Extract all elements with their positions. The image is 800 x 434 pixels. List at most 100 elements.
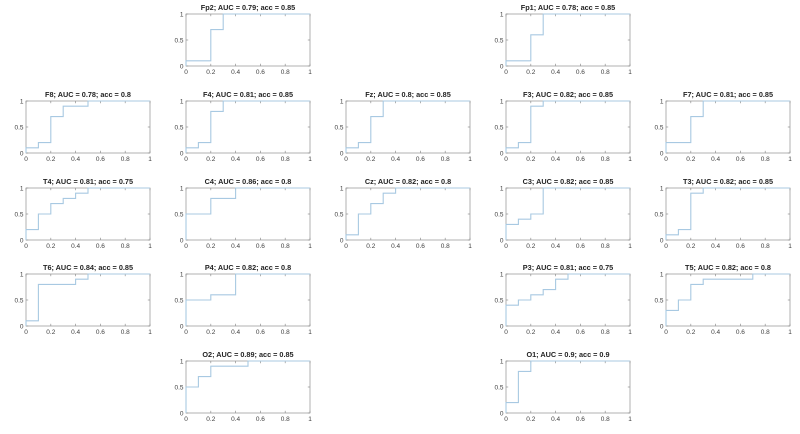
y-tick-label: 1 (180, 272, 184, 279)
y-tick-label: 0.5 (494, 211, 503, 218)
x-tick-label: 0.6 (576, 69, 585, 76)
x-tick-label: 0.2 (206, 329, 215, 336)
x-tick-label: 0.4 (231, 329, 240, 336)
subplot-title: Fp2; AUC = 0.79; acc = 0.85 (201, 3, 295, 12)
subplot-C4: 0 0.2 0.4 0.6 0.8 1 0 0.5 1 C4; AUC = 0.86; acc =… (160, 174, 320, 261)
x-tick-label: 0.4 (551, 329, 560, 336)
y-tick-label: 0 (180, 63, 184, 70)
x-tick-label: 0.4 (551, 243, 560, 250)
x-tick-label: 0.8 (761, 243, 770, 250)
roc-plot-T5: 0 0.2 0.4 0.6 0.8 1 0 0.5 1 T5; AUC = 0.82; acc =… (654, 263, 792, 336)
y-tick-label: 0 (340, 237, 344, 244)
subplot-F4: 0 0.2 0.4 0.6 0.8 1 0 0.5 1 F4; AUC = 0.81; acc =… (160, 87, 320, 174)
axes-box (505, 360, 631, 414)
roc-curve (505, 13, 630, 66)
x-tick-label: 1 (788, 243, 792, 250)
x-tick-label: 0.4 (231, 69, 240, 76)
roc-curve (665, 100, 790, 153)
x-tick-label: 0.4 (711, 329, 720, 336)
x-tick-label: 0 (504, 156, 508, 163)
x-tick-label: 1 (148, 329, 152, 336)
x-tick-label: 1 (468, 243, 472, 250)
roc-curve (505, 273, 630, 327)
subplot-title: P4; AUC = 0.82; acc = 0.8 (205, 263, 291, 272)
axes-box (25, 274, 151, 327)
x-tick-label: 0.4 (711, 243, 720, 250)
x-tick-label: 0 (504, 329, 508, 336)
x-tick-label: 0.8 (281, 69, 290, 76)
x-tick-label: 0 (344, 243, 348, 250)
x-tick-label: 0.4 (231, 243, 240, 250)
axes-box (25, 100, 151, 154)
roc-curve (185, 360, 310, 414)
subplot-title: Fz; AUC = 0.8; acc = 0.85 (365, 90, 451, 99)
x-tick-label: 1 (308, 329, 312, 336)
y-tick-label: 0.5 (14, 124, 23, 131)
x-tick-label: 0.8 (121, 243, 130, 250)
y-tick-label: 1 (180, 185, 184, 192)
y-tick-label: 1 (180, 98, 184, 105)
roc-plot-F4: 0 0.2 0.4 0.6 0.8 1 0 0.5 1 F4; AUC = 0.81; acc =… (174, 90, 312, 163)
roc-curve (665, 187, 790, 240)
subplot-P3: 0 0.2 0.4 0.6 0.8 1 0 0.5 1 P3; AUC = 0.81; acc =… (480, 260, 640, 347)
x-tick-label: 0.2 (526, 329, 535, 336)
x-tick-label: 0.4 (391, 156, 400, 163)
x-tick-label: 1 (308, 243, 312, 250)
subplot-title: F3; AUC = 0.82; acc = 0.85 (523, 90, 613, 99)
y-tick-label: 0.5 (494, 124, 503, 131)
y-tick-label: 0.5 (494, 37, 503, 44)
x-tick-label: 0.6 (576, 329, 585, 336)
x-tick-label: 0.2 (46, 243, 55, 250)
subplot-Fp2: 0 0.2 0.4 0.6 0.8 1 0 0.5 1 Fp2; AUC = 0.79; acc … (160, 0, 320, 87)
x-tick-label: 0.8 (601, 329, 610, 336)
x-tick-label: 0.6 (96, 156, 105, 163)
y-tick-label: 0 (20, 150, 24, 157)
x-tick-label: 1 (788, 156, 792, 163)
axes-box (345, 100, 471, 154)
y-tick-label: 0.5 (654, 211, 663, 218)
axes-box (505, 187, 631, 240)
roc-plot-F3: 0 0.2 0.4 0.6 0.8 1 0 0.5 1 F3; AUC = 0.82; acc =… (494, 90, 632, 163)
subplot-title: C4; AUC = 0.86; acc = 0.8 (205, 177, 292, 186)
y-tick-label: 1 (500, 98, 504, 105)
y-tick-label: 0 (180, 324, 184, 331)
axes-box (505, 13, 631, 67)
roc-plot-Cz: 0 0.2 0.4 0.6 0.8 1 0 0.5 1 Cz; AUC = 0.82; acc =… (334, 177, 472, 250)
x-tick-label: 0.2 (46, 329, 55, 336)
subplot-O2: 0 0.2 0.4 0.6 0.8 1 0 0.5 1 O2; AUC = 0.89; acc =… (160, 347, 320, 434)
x-tick-label: 0.4 (551, 69, 560, 76)
x-tick-label: 0.2 (526, 156, 535, 163)
subplot-title: F8; AUC = 0.78; acc = 0.8 (45, 90, 131, 99)
subplot-title: Fp1; AUC = 0.78; acc = 0.85 (521, 3, 615, 12)
y-tick-label: 0.5 (174, 37, 183, 44)
x-tick-label: 0.6 (576, 416, 585, 423)
x-tick-label: 0.2 (46, 156, 55, 163)
x-tick-label: 1 (628, 69, 632, 76)
x-tick-label: 0.4 (71, 329, 80, 336)
x-tick-label: 0.4 (391, 243, 400, 250)
subplot-C3: 0 0.2 0.4 0.6 0.8 1 0 0.5 1 C3; AUC = 0.82; acc =… (480, 174, 640, 261)
x-tick-label: 0 (184, 156, 188, 163)
x-tick-label: 0.8 (441, 243, 450, 250)
x-tick-label: 1 (628, 329, 632, 336)
axes-box (505, 100, 631, 154)
x-tick-label: 0.6 (256, 243, 265, 250)
x-tick-label: 0.4 (711, 156, 720, 163)
subplot-F7: 0 0.2 0.4 0.6 0.8 1 0 0.5 1 F7; AUC = 0.81; acc =… (640, 87, 800, 174)
subplot-title: F4; AUC = 0.81; acc = 0.85 (203, 90, 293, 99)
x-tick-label: 1 (628, 156, 632, 163)
y-tick-label: 0.5 (654, 124, 663, 131)
x-tick-label: 0.4 (551, 416, 560, 423)
x-tick-label: 0 (24, 329, 28, 336)
subplot-title: P3; AUC = 0.81; acc = 0.75 (523, 263, 613, 272)
roc-curve (665, 273, 790, 327)
x-tick-label: 0.2 (206, 69, 215, 76)
x-tick-label: 0.8 (121, 329, 130, 336)
x-tick-label: 0.2 (526, 69, 535, 76)
x-tick-label: 0.2 (686, 156, 695, 163)
y-tick-label: 0.5 (494, 384, 503, 391)
roc-plot-Fp1: 0 0.2 0.4 0.6 0.8 1 0 0.5 1 Fp1; AUC = 0.78; acc … (494, 3, 632, 76)
x-tick-label: 0 (504, 416, 508, 423)
roc-plot-Fp2: 0 0.2 0.4 0.6 0.8 1 0 0.5 1 Fp2; AUC = 0.79; acc … (174, 3, 312, 76)
y-tick-label: 0.5 (174, 211, 183, 218)
